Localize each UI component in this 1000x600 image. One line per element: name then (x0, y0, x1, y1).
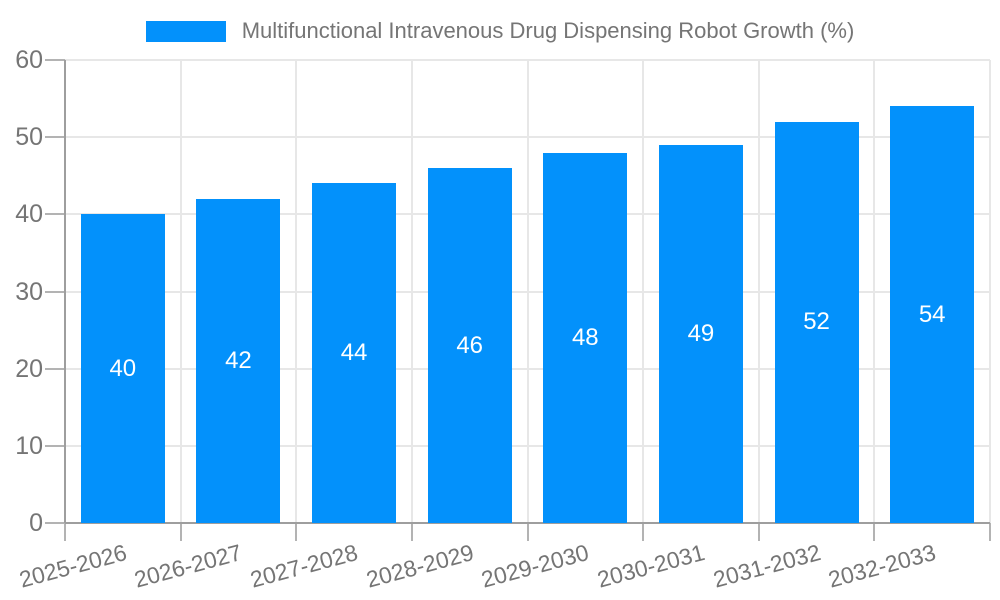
y-axis-tick (45, 444, 65, 447)
bar[interactable] (543, 152, 628, 523)
y-axis-tick (45, 290, 65, 293)
gridline-vertical (989, 60, 991, 523)
legend[interactable]: Multifunctional Intravenous Drug Dispens… (0, 18, 1000, 44)
gridline-vertical (757, 60, 760, 523)
y-axis-tick-label: 0 (29, 509, 43, 537)
y-axis-tick-label: 10 (15, 431, 43, 460)
x-axis-category-label: 2031-2032 (710, 539, 824, 593)
x-axis-tick (757, 523, 760, 541)
x-axis-category-label: 2030-2031 (594, 539, 708, 593)
gridline-vertical (526, 60, 529, 523)
x-axis-category-label: 2029-2030 (478, 539, 592, 593)
x-axis-tick (295, 523, 298, 541)
y-axis-tick-label: 20 (15, 354, 43, 383)
x-axis-tick (873, 523, 876, 541)
y-axis-tick-label: 50 (15, 123, 43, 152)
gridline-vertical (410, 60, 413, 523)
y-axis-tick-label: 40 (15, 200, 43, 229)
bar[interactable] (427, 168, 512, 523)
x-axis-tick (989, 523, 991, 541)
bar[interactable] (80, 214, 165, 523)
y-axis-line (64, 60, 66, 523)
x-axis-category-label: 2026-2027 (131, 539, 245, 593)
bar[interactable] (312, 183, 397, 523)
x-axis-category-label: 2025-2026 (16, 539, 130, 593)
x-axis-tick (526, 523, 529, 541)
y-axis-tick (45, 522, 65, 524)
x-axis-line (65, 522, 990, 524)
x-axis-tick (642, 523, 645, 541)
y-axis-tick (45, 136, 65, 139)
y-axis-tick (45, 367, 65, 370)
x-axis-category-label: 2028-2029 (363, 539, 477, 593)
legend-label: Multifunctional Intravenous Drug Dispens… (241, 18, 855, 43)
bar[interactable] (890, 106, 975, 523)
gridline-vertical (873, 60, 876, 523)
y-axis-tick (45, 59, 65, 61)
y-axis-tick-label: 30 (15, 277, 43, 306)
gridline-vertical (642, 60, 645, 523)
x-axis-category-label: 2027-2028 (247, 539, 361, 593)
bar[interactable] (774, 121, 859, 523)
x-axis-tick (179, 523, 182, 541)
bar[interactable] (196, 198, 281, 523)
gridline-vertical (295, 60, 298, 523)
gridline-vertical (179, 60, 182, 523)
y-axis-tick (45, 213, 65, 216)
bar[interactable] (658, 144, 743, 523)
x-axis-tick (64, 523, 66, 541)
x-axis-category-label: 2032-2033 (825, 539, 939, 593)
y-axis-tick-label: 60 (15, 46, 43, 74)
x-axis-tick (410, 523, 413, 541)
legend-color-swatch-icon (145, 20, 226, 42)
